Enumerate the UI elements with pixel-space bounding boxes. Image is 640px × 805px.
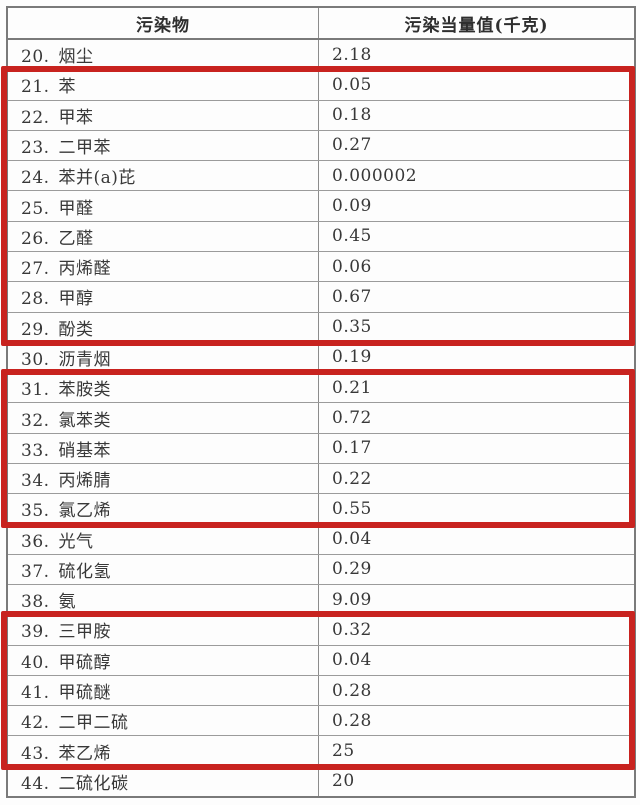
row-pollutant-label: 24. 苯并(a)芘	[8, 161, 319, 191]
row-equivalent-value: 0.28	[332, 710, 372, 731]
table-row: 21. 苯 0.05	[8, 70, 634, 101]
row-equivalent-value: 2.18	[332, 44, 372, 65]
row-pollutant-label: 23. 二甲苯	[8, 130, 319, 161]
row-pollutant-label: 38. 氨	[8, 585, 319, 615]
row-pollutant-label: 26. 乙醛	[8, 221, 319, 251]
table-row: 38. 氨 9.09	[8, 585, 634, 616]
table-row: 27. 丙烯醛 0.06	[8, 251, 634, 283]
row-pollutant-label: 21. 苯	[8, 70, 319, 100]
row-pollutant-label: 28. 甲醇	[8, 282, 319, 312]
row-equivalent-value: 20	[332, 771, 355, 792]
table-row: 35. 氯乙烯 0.55	[8, 494, 634, 525]
row-pollutant-label: 37. 硫化氢	[8, 554, 319, 585]
table-row: 33. 硝基苯 0.17	[8, 433, 634, 464]
row-pollutant-label: 33. 硝基苯	[8, 433, 319, 463]
row-equivalent-value: 0.67	[332, 286, 372, 307]
row-pollutant-label: 43. 苯乙烯	[8, 736, 319, 766]
row-pollutant-label: 20. 烟尘	[8, 40, 319, 70]
table-body: 20. 烟尘 2.18 21. 苯 0.05 22. 甲苯 0.18 23. 二甲苯 0.27…	[8, 40, 634, 797]
row-pollutant-label: 31. 苯胺类	[8, 373, 319, 403]
row-equivalent-value: 0.000002	[332, 165, 418, 186]
table-row: 29. 酚类 0.35	[8, 312, 634, 343]
row-equivalent-value: 0.21	[332, 377, 372, 398]
row-equivalent-value: 0.17	[332, 438, 372, 459]
row-equivalent-value: 0.22	[332, 468, 372, 489]
row-pollutant-label: 39. 三甲胺	[8, 615, 319, 645]
row-equivalent-value: 9.09	[332, 589, 372, 610]
header-equivalent-value: 污染当量值(千克)	[404, 15, 549, 36]
row-equivalent-value: 0.55	[332, 498, 372, 519]
table-row: 40. 甲硫醇 0.04	[8, 645, 634, 676]
table-row: 28. 甲醇 0.67	[8, 282, 634, 313]
table-row: 34. 丙烯腈 0.22	[8, 463, 634, 495]
row-pollutant-label: 29. 酚类	[8, 312, 319, 342]
table-row: 44. 二硫化碳 20	[8, 766, 634, 797]
row-pollutant-label: 41. 甲硫醚	[8, 675, 319, 706]
table-row: 43. 苯乙烯 25	[8, 736, 634, 767]
table-row: 23. 二甲苯 0.27	[8, 130, 634, 162]
row-pollutant-label: 36. 光气	[8, 524, 319, 554]
row-pollutant-label: 30. 沥青烟	[8, 342, 319, 373]
row-equivalent-value: 0.35	[332, 317, 372, 338]
row-equivalent-value: 0.04	[332, 650, 372, 671]
pollutant-equivalent-table: 污染物 污染当量值(千克) 20. 烟尘 2.18 21. 苯 0.05 22. 甲苯 0…	[6, 6, 636, 798]
row-equivalent-value: 0.06	[332, 256, 372, 277]
row-equivalent-value: 0.28	[332, 680, 372, 701]
table-row: 31. 苯胺类 0.21	[8, 373, 634, 404]
row-pollutant-label: 35. 氯乙烯	[8, 494, 319, 524]
row-pollutant-label: 34. 丙烯腈	[8, 463, 319, 494]
table-row: 37. 硫化氢 0.29	[8, 554, 634, 586]
table-row: 30. 沥青烟 0.19	[8, 342, 634, 374]
row-equivalent-value: 0.29	[332, 559, 372, 580]
table-row: 25. 甲醛 0.09	[8, 191, 634, 222]
row-equivalent-value: 0.09	[332, 196, 372, 217]
row-equivalent-value: 0.27	[332, 135, 372, 156]
table-row: 36. 光气 0.04	[8, 524, 634, 555]
row-equivalent-value: 0.19	[332, 347, 372, 368]
row-pollutant-label: 32. 氯苯类	[8, 403, 319, 433]
header-pollutant: 污染物	[8, 8, 319, 38]
table-row: 32. 氯苯类 0.72	[8, 403, 634, 434]
row-pollutant-label: 40. 甲硫醇	[8, 645, 319, 675]
row-equivalent-value: 25	[332, 741, 355, 762]
row-equivalent-value: 0.32	[332, 619, 372, 640]
table-row: 26. 乙醛 0.45	[8, 221, 634, 252]
row-pollutant-label: 25. 甲醛	[8, 191, 319, 221]
row-equivalent-value: 0.72	[332, 408, 372, 429]
row-equivalent-value: 0.45	[332, 226, 372, 247]
row-pollutant-label: 22. 甲苯	[8, 100, 319, 130]
table-row: 24. 苯并(a)芘 0.000002	[8, 161, 634, 192]
table-row: 22. 甲苯 0.18	[8, 100, 634, 131]
row-pollutant-label: 44. 二硫化碳	[8, 766, 319, 797]
table-header-row: 污染物 污染当量值(千克)	[8, 8, 634, 40]
table-row: 42. 二甲二硫 0.28	[8, 706, 634, 737]
table-row: 41. 甲硫醚 0.28	[8, 675, 634, 707]
row-pollutant-label: 42. 二甲二硫	[8, 706, 319, 736]
table-row: 20. 烟尘 2.18	[8, 40, 634, 71]
row-equivalent-value: 0.05	[332, 74, 372, 95]
row-pollutant-label: 27. 丙烯醛	[8, 251, 319, 282]
row-equivalent-value: 0.04	[332, 529, 372, 550]
row-equivalent-value: 0.18	[332, 105, 372, 126]
table-row: 39. 三甲胺 0.32	[8, 615, 634, 646]
